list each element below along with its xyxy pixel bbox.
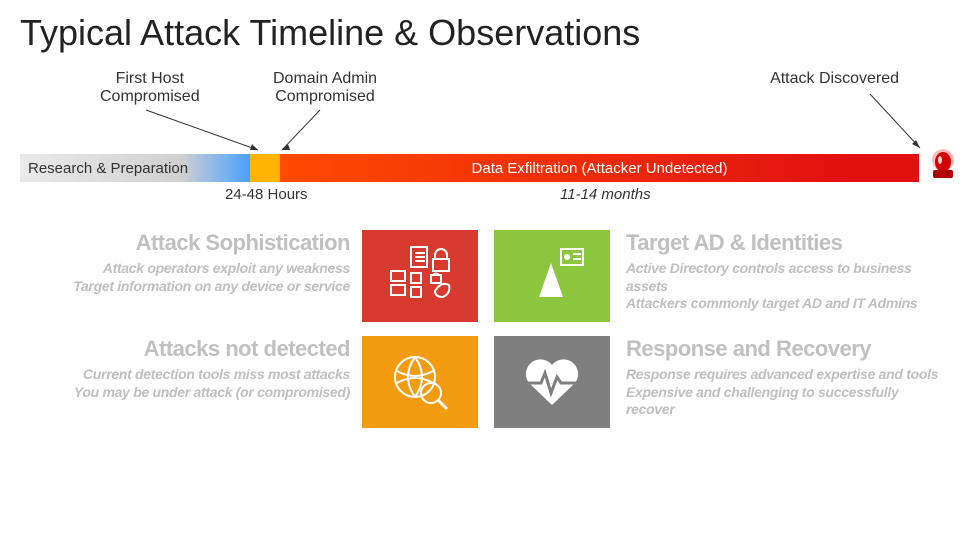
- timeline-research: Research & Preparation: [20, 154, 250, 182]
- globe-magnifier-icon: [385, 347, 455, 417]
- obs-target-ad-heading: Target AD & Identities: [626, 230, 949, 256]
- obs-not-detected-line2: You may be under attack (or compromised): [50, 384, 350, 402]
- obs-target-ad-line1: Active Directory controls access to busi…: [626, 260, 949, 295]
- obs-sophistication-heading: Attack Sophistication: [50, 230, 350, 256]
- obs-response-line2: Expensive and challenging to successfull…: [626, 384, 949, 419]
- triangle-id-icon: [517, 241, 587, 311]
- tile-sophistication: [362, 230, 478, 322]
- below-timeline-labels: 24-48 Hours 11-14 months: [20, 186, 959, 212]
- obs-response-heading: Response and Recovery: [626, 336, 949, 362]
- timeline-bar: Research & Preparation Data Exfiltration…: [20, 154, 959, 182]
- obs-sophistication-line2: Target information on any device or serv…: [50, 278, 350, 296]
- pointer-lines: [20, 70, 959, 160]
- label-24-48-hours: 24-48 Hours: [225, 186, 308, 203]
- top-labels: First Host Compromised Domain Admin Comp…: [20, 70, 959, 124]
- obs-target-ad: Target AD & Identities Active Directory …: [626, 230, 949, 322]
- tile-not-detected: [362, 336, 478, 428]
- obs-not-detected-line1: Current detection tools miss most attack…: [50, 366, 350, 384]
- tile-target-ad: [494, 230, 610, 322]
- obs-response-line1: Response requires advanced expertise and…: [626, 366, 949, 384]
- label-11-14-months: 11-14 months: [560, 186, 651, 203]
- obs-not-detected-heading: Attacks not detected: [50, 336, 350, 362]
- heartbeat-icon: [517, 347, 587, 417]
- obs-sophistication-line1: Attack operators exploit any weakness: [50, 260, 350, 278]
- obs-target-ad-line2: Attackers commonly target AD and IT Admi…: [626, 295, 949, 313]
- obs-response: Response and Recovery Response requires …: [626, 336, 949, 428]
- alarm-icon: [923, 148, 963, 188]
- observations-grid: Attack Sophistication Attack operators e…: [20, 230, 959, 428]
- obs-sophistication: Attack Sophistication Attack operators e…: [50, 230, 350, 322]
- slide-title: Typical Attack Timeline & Observations: [20, 12, 959, 54]
- timeline-exfiltration: Data Exfiltration (Attacker Undetected): [280, 154, 919, 182]
- obs-not-detected: Attacks not detected Current detection t…: [50, 336, 350, 428]
- documents-locks-icon: [385, 241, 455, 311]
- tile-response: [494, 336, 610, 428]
- timeline-gap: [250, 154, 280, 182]
